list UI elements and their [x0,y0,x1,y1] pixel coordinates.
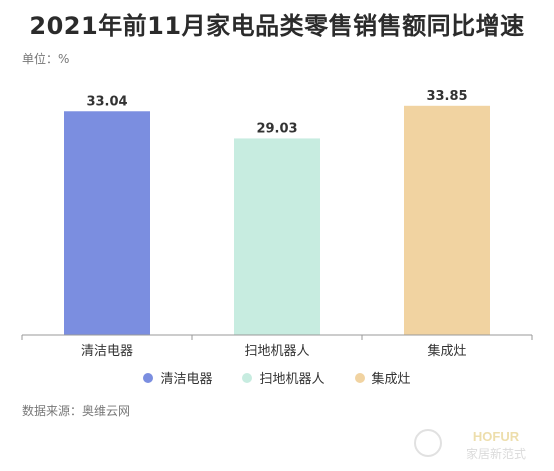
watermark-circle-icon [414,429,442,457]
legend-swatch-0 [143,372,154,383]
legend-label-0: 清洁电器 [160,372,213,387]
bar-2 [404,105,490,335]
legend-label-2: 集成灶 [371,372,411,387]
x-tick-label-1: 扫地机器人 [244,344,309,359]
legend-item-0: 清洁电器 [143,368,212,387]
bar-chart: 33.04 清洁电器 29.03 扫地机器人 33.85 集成灶 [21,89,533,359]
bar-0 [64,111,150,335]
data-label-2: 33.85 [426,89,467,104]
legend-label-1: 扫地机器人 [259,372,325,387]
chart-legend: 清洁电器 扫地机器人 集成灶 [0,368,554,387]
chart-title: 2021年前11月家电品类零售销售额同比增速 [29,12,525,40]
data-label-1: 29.03 [256,121,297,136]
watermark-text: 家居新范式 [466,446,526,461]
x-tick-label-2: 集成灶 [427,343,466,359]
bar-1 [234,138,320,335]
legend-swatch-1 [242,372,253,383]
watermark-logo: HOFUR 家居新范式 [414,429,526,461]
unit-label: 单位：% [22,52,70,66]
data-label-0: 33.04 [86,94,127,109]
data-source: 数据来源：奥维云网 [22,404,131,418]
legend-item-2: 集成灶 [354,368,411,387]
legend-swatch-2 [354,372,365,383]
watermark-brand: HOFUR [473,429,520,444]
legend-item-1: 扫地机器人 [242,368,325,387]
x-tick-label-0: 清洁电器 [81,344,133,359]
